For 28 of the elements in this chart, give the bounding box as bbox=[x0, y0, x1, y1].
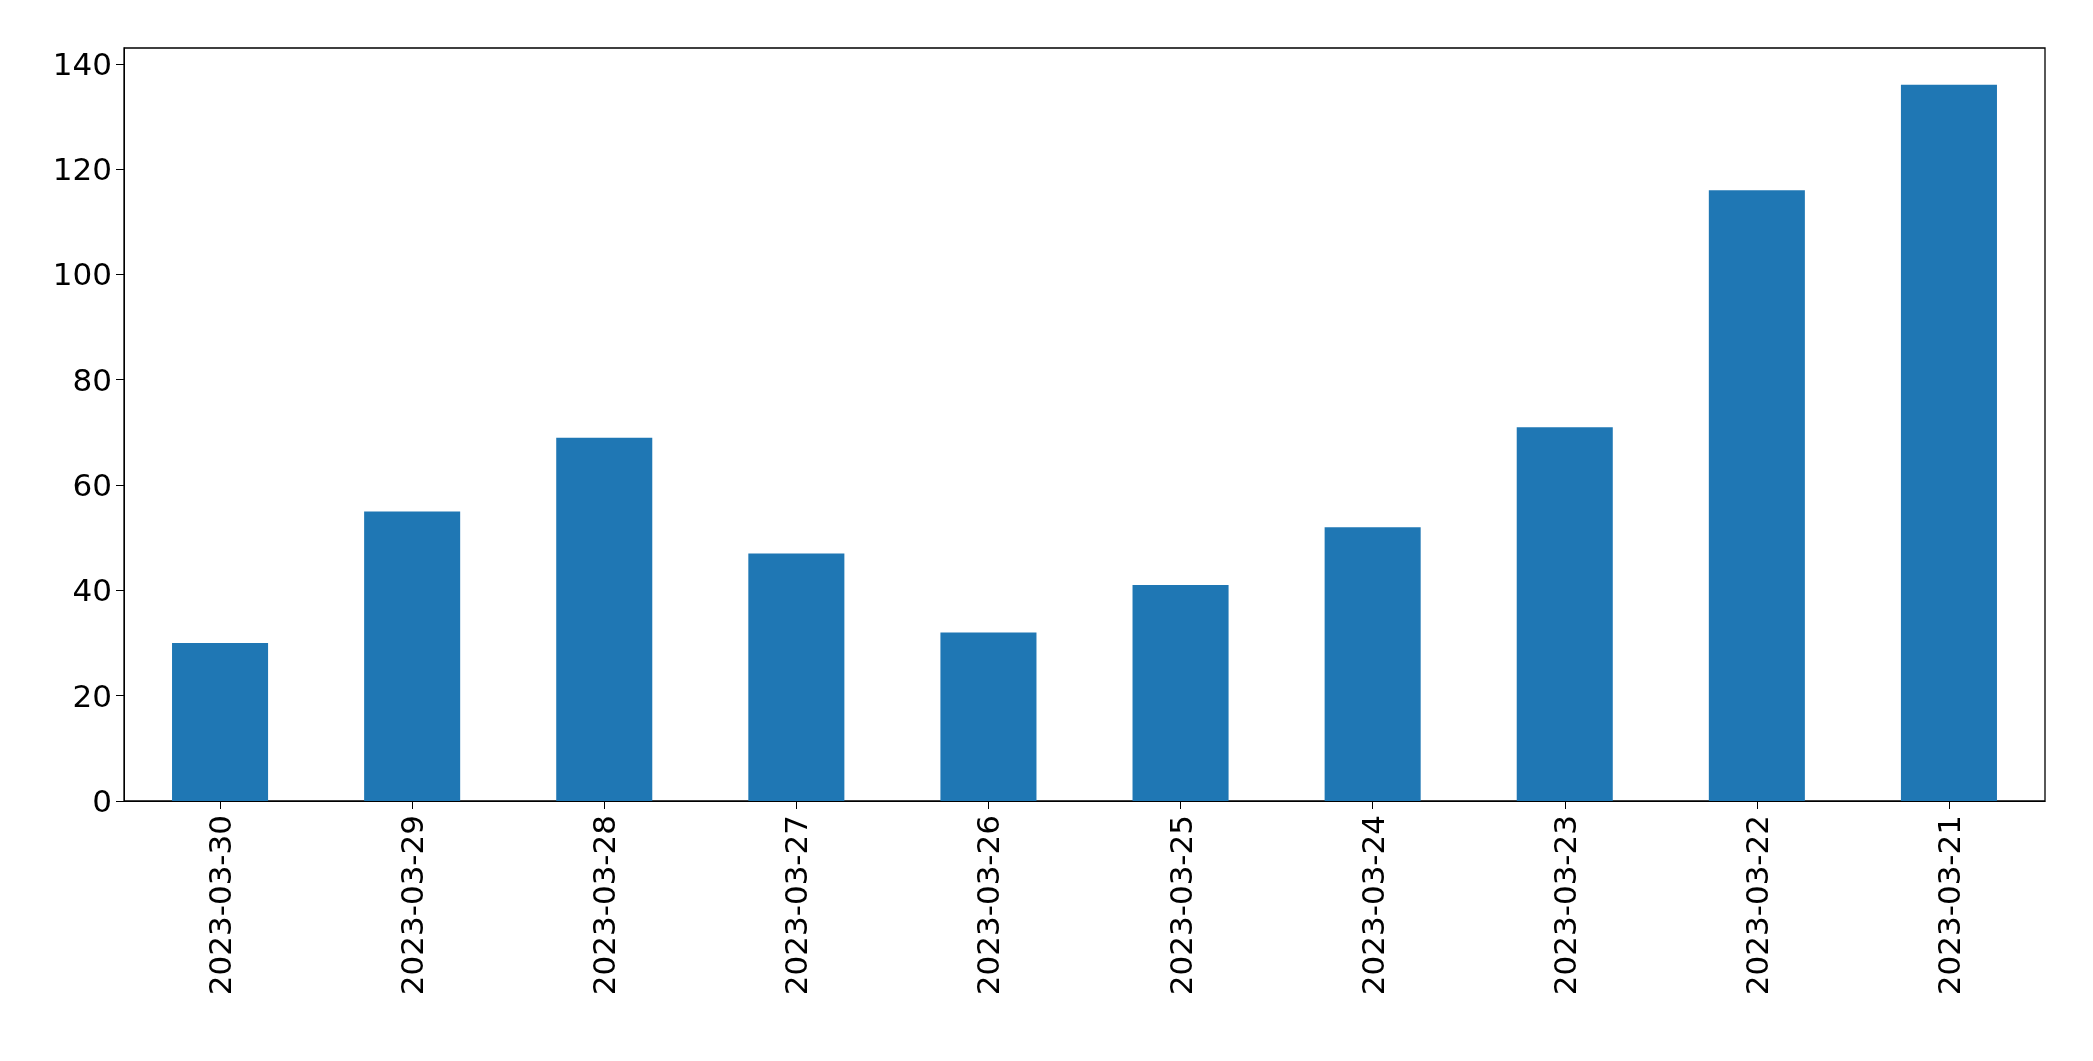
bar bbox=[748, 553, 845, 801]
x-tick-label: 2023-03-28 bbox=[586, 815, 623, 996]
x-tick-label: 2023-03-26 bbox=[970, 815, 1007, 996]
y-tick-label: 120 bbox=[52, 151, 112, 188]
bar bbox=[940, 632, 1037, 801]
x-tick-label: 2023-03-30 bbox=[202, 815, 239, 996]
y-tick-label: 0 bbox=[92, 783, 112, 819]
bar bbox=[1900, 84, 1997, 801]
y-tick-label: 100 bbox=[52, 256, 112, 293]
x-tick-label: 2023-03-23 bbox=[1546, 815, 1583, 996]
bar bbox=[1708, 190, 1805, 801]
y-tick-label: 40 bbox=[72, 572, 112, 609]
y-tick-label: 80 bbox=[72, 361, 112, 398]
x-tick-label: 2023-03-22 bbox=[1738, 815, 1775, 996]
x-tick-label: 2023-03-24 bbox=[1354, 815, 1391, 996]
bar bbox=[556, 437, 653, 801]
bar bbox=[364, 511, 461, 801]
bar bbox=[1324, 527, 1421, 801]
bar bbox=[172, 643, 269, 801]
y-tick-label: 60 bbox=[72, 467, 112, 504]
x-tick-label: 2023-03-21 bbox=[1930, 815, 1967, 996]
y-tick-label: 140 bbox=[52, 45, 112, 82]
bar bbox=[1132, 585, 1229, 801]
bar bbox=[1516, 427, 1613, 801]
x-tick-label: 2023-03-27 bbox=[778, 815, 815, 996]
x-tick-label: 2023-03-29 bbox=[394, 815, 431, 996]
x-tick-label: 2023-03-25 bbox=[1162, 815, 1199, 996]
y-tick-label: 20 bbox=[72, 677, 112, 714]
